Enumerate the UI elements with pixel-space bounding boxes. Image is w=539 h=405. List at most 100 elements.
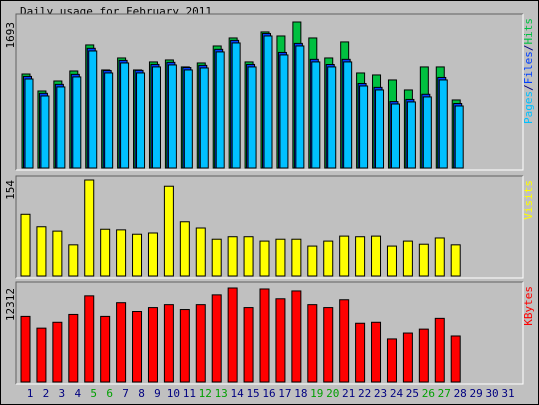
bar bbox=[136, 72, 146, 169]
legend-entry: Visits bbox=[522, 180, 535, 220]
x-tick-label: 1 bbox=[27, 387, 34, 400]
bar bbox=[418, 243, 429, 277]
bar bbox=[454, 105, 464, 169]
x-tick-label: 29 bbox=[470, 387, 483, 400]
x-tick-label: 5 bbox=[90, 387, 97, 400]
bar bbox=[355, 322, 366, 383]
bar bbox=[295, 45, 305, 169]
bar bbox=[68, 313, 79, 383]
bar bbox=[291, 290, 302, 383]
bar bbox=[247, 66, 257, 169]
bar bbox=[100, 228, 111, 277]
x-tick-label: 21 bbox=[342, 387, 355, 400]
panel-edge bbox=[16, 176, 524, 279]
bar bbox=[327, 66, 337, 169]
x-tick-label: 20 bbox=[326, 387, 339, 400]
bar bbox=[56, 86, 66, 169]
panel-edge bbox=[16, 282, 524, 385]
bar bbox=[259, 240, 270, 277]
bar bbox=[132, 233, 143, 277]
panel-edge bbox=[15, 175, 523, 278]
bar bbox=[438, 79, 448, 169]
bar bbox=[402, 332, 413, 383]
x-tick-label: 16 bbox=[262, 387, 275, 400]
bar bbox=[84, 179, 95, 277]
legend-entry: Files bbox=[522, 51, 535, 84]
bar bbox=[147, 232, 158, 277]
bar bbox=[259, 288, 270, 383]
bar bbox=[104, 72, 114, 169]
bar bbox=[215, 51, 225, 169]
x-tick-label: 14 bbox=[231, 387, 245, 400]
bar bbox=[88, 50, 98, 169]
bar bbox=[179, 309, 190, 383]
bar bbox=[20, 315, 31, 383]
bar bbox=[195, 227, 206, 277]
x-tick-label: 13 bbox=[215, 387, 228, 400]
bar bbox=[243, 236, 254, 277]
x-tick-label: 6 bbox=[106, 387, 113, 400]
bar bbox=[390, 103, 400, 169]
panel-edge bbox=[16, 14, 524, 171]
bar bbox=[120, 62, 130, 169]
bar bbox=[339, 235, 350, 277]
bar bbox=[84, 295, 95, 383]
x-tick-label: 3 bbox=[59, 387, 66, 400]
bar bbox=[418, 328, 429, 383]
x-tick-label: 31 bbox=[501, 387, 514, 400]
legend-entry: Hits bbox=[522, 18, 535, 45]
x-tick-label: 15 bbox=[246, 387, 259, 400]
bar bbox=[406, 101, 416, 169]
bar bbox=[227, 287, 238, 383]
panel-edge bbox=[15, 281, 523, 384]
bar bbox=[359, 85, 369, 169]
legend-separator: / bbox=[522, 45, 535, 52]
x-tick-label: 10 bbox=[167, 387, 180, 400]
x-tick-label: 30 bbox=[485, 387, 498, 400]
x-tick-label: 2 bbox=[43, 387, 50, 400]
y-tick-label: 154 bbox=[4, 180, 17, 200]
x-tick-label: 25 bbox=[406, 387, 419, 400]
bar bbox=[343, 61, 353, 169]
bar bbox=[307, 245, 318, 277]
bar bbox=[311, 61, 321, 169]
bar bbox=[116, 302, 127, 383]
bar bbox=[132, 311, 143, 383]
x-tick-label: 7 bbox=[122, 387, 129, 400]
bar bbox=[211, 238, 222, 277]
x-tick-label: 12 bbox=[199, 387, 212, 400]
bar bbox=[291, 238, 302, 277]
bar bbox=[163, 304, 174, 383]
bar bbox=[179, 221, 190, 277]
bar bbox=[402, 240, 413, 277]
y-tick-label: 1693 bbox=[4, 22, 17, 49]
x-tick-label: 11 bbox=[183, 387, 196, 400]
x-tick-label: 28 bbox=[454, 387, 467, 400]
bar bbox=[36, 226, 47, 277]
bar bbox=[40, 95, 50, 169]
x-tick-label: 23 bbox=[374, 387, 387, 400]
bar bbox=[68, 244, 79, 277]
bar bbox=[231, 42, 241, 169]
bar bbox=[195, 304, 206, 383]
bar bbox=[275, 238, 286, 277]
x-tick-label: 18 bbox=[294, 387, 307, 400]
legend: Pages/Files/Hits bbox=[522, 18, 535, 124]
bar bbox=[450, 335, 461, 383]
legend: Visits bbox=[522, 180, 535, 220]
bar bbox=[199, 67, 209, 169]
x-tick-label: 4 bbox=[74, 387, 81, 400]
bar bbox=[339, 299, 350, 383]
x-tick-label: 26 bbox=[422, 387, 435, 400]
bar bbox=[52, 321, 63, 383]
bar bbox=[263, 35, 273, 169]
bar bbox=[434, 317, 445, 383]
bar bbox=[100, 315, 111, 383]
bar bbox=[323, 240, 334, 277]
bar bbox=[275, 298, 286, 383]
y-tick-label: 12312 bbox=[4, 288, 17, 321]
bar bbox=[227, 236, 238, 277]
bar bbox=[386, 338, 397, 383]
bar bbox=[279, 54, 289, 169]
